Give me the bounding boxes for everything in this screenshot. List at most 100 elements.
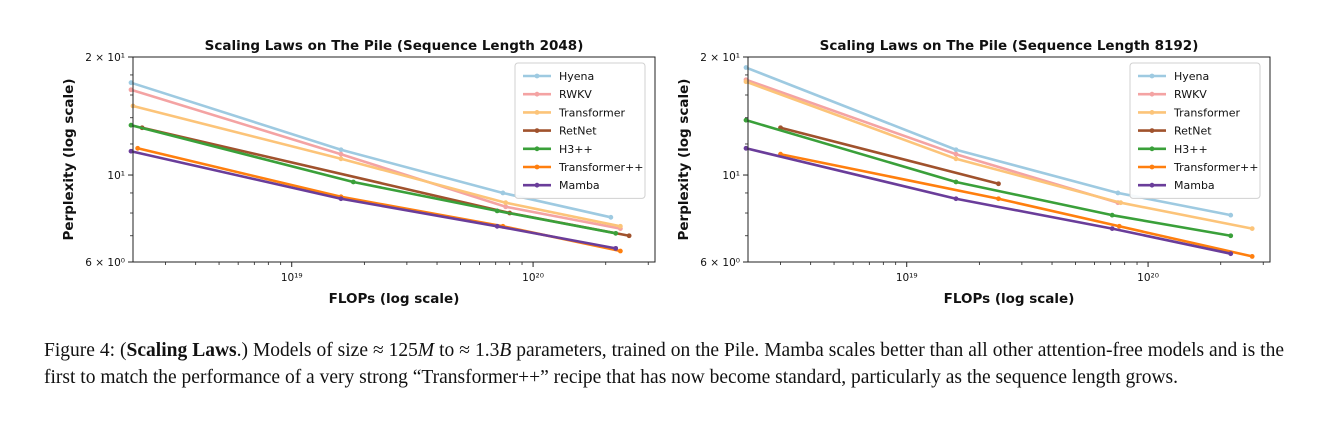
chart-0-series-h3pp-line [130, 123, 616, 235]
chart-1-legend-label-4: H3++ [1174, 143, 1208, 156]
chart-1-series-h3pp-point-1 [953, 179, 959, 185]
chart-0-series-rwkv-point-2 [503, 204, 509, 210]
chart-0-series-transformer-point-2 [503, 200, 509, 206]
chart-1-series-transformerpp-point-3 [1249, 254, 1255, 259]
chart-0-x-axis-label: FLOPs (log scale) [329, 291, 460, 307]
chart-0-legend-label-2: Transformer [558, 106, 625, 119]
chart-0-ytick-label-2: 6 × 10⁰ [85, 257, 125, 269]
figure-panels: Scaling Laws on The Pile (Sequence Lengt… [61, 38, 1271, 307]
chart-1-legend-marker-6 [1149, 182, 1155, 188]
chart-1-legend-label-0: Hyena [1174, 70, 1209, 83]
chart-1-series-hyena-point-1 [953, 147, 959, 153]
chart-1-series-mamba-point-3 [1228, 251, 1234, 257]
chart-1-ytick-label-1: 10¹ [722, 170, 740, 182]
chart-0-y-axis-label: Perplexity (log scale) [61, 79, 77, 241]
chart-0-xtick-label-1: 10²⁰ [522, 272, 544, 284]
chart-1-series-transformerpp-point-2 [1116, 223, 1122, 229]
chart-1-series-mamba-point-2 [1109, 226, 1115, 232]
chart-0-series-h3pp-point-0 [128, 122, 134, 128]
chart-0-title: Scaling Laws on The Pile (Sequence Lengt… [205, 38, 584, 54]
caption-bold: Scaling Laws [126, 340, 237, 361]
chart-1-series-transformerpp-line [780, 152, 1253, 258]
chart-1-ytick-label-2: 6 × 10⁰ [700, 257, 740, 269]
chart-1-axes-frame [747, 56, 1271, 263]
chart-0-series-mamba-point-3 [613, 245, 619, 251]
chart-0-series-mamba-point-1 [338, 196, 344, 202]
caption-m: M [417, 340, 435, 361]
chart-0-series-h3pp-point-2 [494, 208, 500, 214]
chart-0-series-mamba-point-0 [128, 148, 134, 154]
chart-0-series-transformer-point-3 [617, 223, 623, 229]
chart-0-axes-frame [132, 56, 656, 263]
chart-0-series-hyena-line [130, 81, 612, 219]
chart-1-series-transformer-line [745, 80, 1253, 230]
chart-1-legend-label-6: Mamba [1174, 179, 1215, 192]
chart-0-series-transformer-line [132, 104, 621, 228]
chart-0-legend-marker-5 [534, 164, 540, 170]
chart-0-legend-label-3: RetNet [559, 125, 597, 138]
chart-1-y-axis-label: Perplexity (log scale) [676, 79, 692, 241]
chart-0-legend-marker-4 [534, 146, 540, 152]
chart-0-legend-marker-6 [534, 182, 540, 188]
chart-1-series-rwkv-point-1 [953, 151, 959, 157]
chart-0-legend-marker-0 [534, 73, 540, 79]
chart-0-series-rwkv-point-0 [128, 87, 134, 93]
chart-1-legend-marker-0 [1149, 73, 1155, 79]
chart-1-legend-marker-3 [1149, 128, 1155, 134]
chart-0-legend-label-0: Hyena [559, 70, 594, 83]
chart-0-xtick-label-0: 10¹⁹ [281, 272, 303, 284]
chart-0-series-h3pp-point-1 [350, 179, 356, 185]
chart-0-ytick-label-0: 2 × 10¹ [85, 52, 125, 64]
chart-0-series-hyena-point-0 [128, 80, 134, 86]
chart-1-title: Scaling Laws on The Pile (Sequence Lengt… [820, 38, 1199, 54]
caption-to: to ≈ 1.3 [434, 340, 500, 361]
chart-1-series-hyena-point-0 [743, 65, 749, 70]
chart-1-legend-label-2: Transformer [1173, 106, 1240, 119]
chart-1-series-h3pp-point-2 [1109, 212, 1115, 218]
chart-0-series-mamba-line [130, 149, 616, 250]
chart-1-series-h3pp-point-0 [743, 117, 749, 123]
chart-panel-seq-2048: Scaling Laws on The Pile (Sequence Lengt… [61, 38, 656, 307]
chart-0-legend-label-1: RWKV [559, 88, 592, 101]
chart-0-legend-marker-1 [534, 91, 540, 97]
chart-1-xtick-label-1: 10²⁰ [1137, 272, 1159, 284]
chart-1-series-transformer-point-3 [1249, 226, 1255, 232]
chart-0-ytick-label-1: 10¹ [107, 170, 125, 182]
chart-1-legend-marker-4 [1149, 146, 1155, 152]
chart-0-legend-label-5: Transformer++ [558, 161, 643, 174]
chart-1-series-mamba-point-0 [743, 145, 749, 151]
figure-caption: Figure 4: (Scaling Laws.) Models of size… [44, 337, 1284, 391]
chart-1-series-h3pp-point-3 [1228, 233, 1234, 239]
chart-panel-seq-8192: Scaling Laws on The Pile (Sequence Lengt… [676, 38, 1271, 307]
chart-1-xtick-label-0: 10¹⁹ [896, 272, 918, 284]
chart-0-series-h3pp-point-3 [613, 230, 619, 236]
chart-1-ytick-label-0: 2 × 10¹ [700, 52, 740, 64]
chart-0-series-retnet-point-2 [626, 233, 632, 239]
chart-1-x-axis-label: FLOPs (log scale) [944, 291, 1075, 307]
chart-1-series-hyena-line [745, 66, 1231, 217]
caption-after-bold: .) Models of size ≈ 125 [236, 340, 418, 361]
chart-0-legend-label-4: H3++ [559, 143, 593, 156]
chart-0-series-hyena-point-1 [338, 147, 344, 153]
chart-0-legend-label-6: Mamba [559, 179, 600, 192]
caption-lead: Figure 4: ( [44, 340, 127, 361]
chart-1-series-transformer-point-1 [953, 156, 959, 162]
chart-1-series-mamba-line [745, 147, 1231, 255]
chart-1-series-hyena-point-2 [1115, 190, 1121, 196]
chart-0-legend-marker-2 [534, 110, 540, 115]
chart-0-series-hyena-point-3 [608, 214, 614, 220]
chart-1-legend-label-5: Transformer++ [1173, 161, 1258, 174]
chart-1-legend-label-3: RetNet [1174, 125, 1212, 138]
chart-0-series-mamba-point-2 [494, 223, 500, 229]
caption-b: B [499, 340, 512, 361]
chart-0-series-transformerpp-point-0 [135, 145, 141, 151]
chart-1-legend-label-1: RWKV [1174, 88, 1207, 101]
chart-0-series-transformerpp-point-3 [617, 248, 623, 254]
chart-0-series-hyena-point-2 [500, 190, 506, 196]
chart-1-series-transformerpp-point-1 [996, 196, 1001, 202]
chart-1-series-retnet-point-1 [996, 181, 1001, 187]
chart-1-series-h3pp-line [745, 118, 1231, 238]
chart-1-series-transformer-point-2 [1118, 200, 1124, 206]
caption-rest: parameters, trained on the Pile. Mamba s… [44, 340, 1284, 388]
chart-1-legend [1129, 62, 1261, 199]
